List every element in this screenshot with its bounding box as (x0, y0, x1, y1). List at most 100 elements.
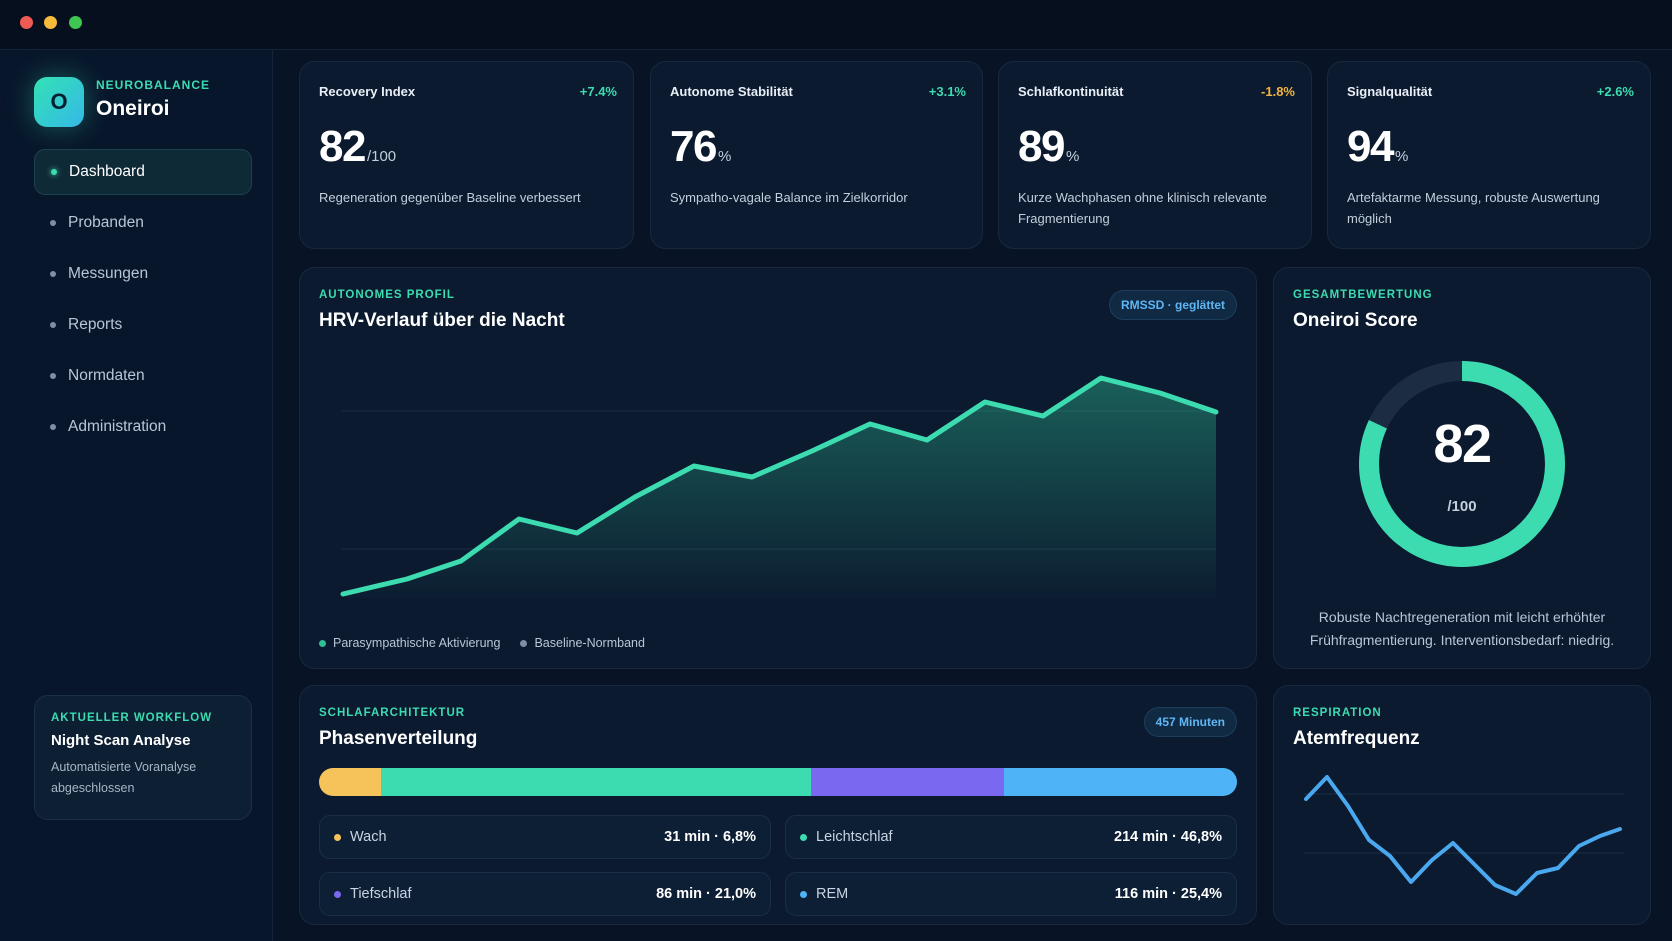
kpi-card-signalqualitaet: Signalqualität +2.6% 94% Artefaktarme Me… (1327, 61, 1651, 249)
hrv-legend: Parasympathische Aktivierung Baseline-No… (319, 636, 665, 650)
hrv-line (340, 375, 1219, 597)
score-kicker: GESAMTBEWERTUNG (1293, 289, 1433, 301)
kpi-unit: % (1394, 148, 1409, 165)
nav-item-label: Normdaten (68, 367, 145, 384)
kpi-delta: +7.4% (579, 84, 617, 99)
brand-name: Oneiroi (96, 97, 170, 120)
maximize-window-button[interactable] (69, 16, 82, 29)
nav-bullet-icon (50, 373, 56, 379)
phase-segment-leichtschlaf (381, 768, 812, 796)
close-window-button[interactable] (20, 16, 33, 29)
nav-item-messungen[interactable]: Messungen (34, 251, 252, 297)
nav-item-label: Administration (68, 418, 167, 435)
kpi-unit: /100 (366, 148, 397, 165)
nav-bullet-icon (50, 220, 56, 226)
phase-value: 116 min · 25,4% (1114, 886, 1222, 902)
kpi-card-schlafkontinuitaet: Schlafkontinuität -1.8% 89% Kurze Wachph… (998, 61, 1312, 249)
kpi-value: 76% (670, 122, 732, 171)
nav-item-normdaten[interactable]: Normdaten (34, 353, 252, 399)
phase-value: 86 min · 21,0% (656, 886, 756, 902)
kpi-value: 94% (1347, 122, 1409, 171)
brand-kicker: NEUROBALANCE (96, 78, 210, 92)
score-description: Robuste Nachtregeneration mit leicht erh… (1309, 609, 1615, 648)
kpi-delta: -1.8% (1261, 84, 1295, 99)
phase-distribution-bar (319, 768, 1237, 796)
phase-value: 214 min · 46,8% (1114, 829, 1222, 845)
kpi-title: Autonome Stabilität (670, 84, 793, 99)
hrv-kicker: AUTONOMES PROFIL (319, 289, 455, 301)
score-ring-progress (1359, 361, 1565, 567)
brand-logo: O (34, 77, 84, 127)
score-ring (1359, 361, 1565, 567)
kpi-card-autonome-stabilitaet: Autonome Stabilität +3.1% 76% Sympatho-v… (650, 61, 983, 249)
legend-item: Baseline-Normband (520, 636, 645, 650)
kpi-value: 82/100 (319, 122, 397, 171)
sleep-title: Phasenverteilung (319, 728, 478, 749)
kpi-card-recovery-index: Recovery Index +7.4% 82/100 Regeneration… (299, 61, 634, 249)
nav-bullet-icon (50, 322, 56, 328)
hrv-chart (340, 375, 1219, 598)
nav-item-administration[interactable]: Administration (34, 404, 252, 450)
nav-item-reports[interactable]: Reports (34, 302, 252, 348)
respiration-line (1304, 775, 1622, 896)
phase-label: Tiefschlaf (350, 886, 412, 902)
kpi-unit: % (717, 148, 732, 165)
phase-dot-icon (800, 890, 807, 898)
phase-value: 31 min · 6,8% (664, 829, 756, 845)
respiration-kicker: RESPIRATION (1293, 707, 1382, 719)
phase-dot-icon (334, 890, 341, 898)
phase-dot-icon (334, 833, 341, 841)
kpi-description: Regeneration gegenüber Baseline verbesse… (319, 190, 581, 205)
kpi-title: Recovery Index (319, 84, 416, 99)
hrv-area (343, 378, 1216, 598)
nav-bullet-icon (51, 169, 57, 175)
legend-dot-icon (520, 639, 528, 647)
score-unit: /100 (1447, 498, 1477, 515)
kpi-delta: +3.1% (928, 84, 966, 99)
phase-label: Leichtschlaf (816, 829, 893, 845)
minimize-window-button[interactable] (44, 16, 57, 29)
kpi-value: 89% (1018, 122, 1080, 171)
nav-bullet-icon (50, 271, 56, 277)
respiration-chart (1304, 775, 1624, 896)
legend-label: Parasympathische Aktivierung (333, 636, 501, 650)
kpi-delta: +2.6% (1596, 84, 1634, 99)
respiration-title: Atemfrequenz (1293, 728, 1420, 749)
phase-label: REM (816, 886, 849, 902)
nav-item-label: Reports (68, 316, 123, 333)
kpi-title: Schlafkontinuität (1018, 84, 1124, 99)
score-value: 82 (1433, 414, 1492, 474)
legend-item: Parasympathische Aktivierung (319, 636, 500, 650)
kpi-unit: % (1065, 148, 1080, 165)
phase-row-tiefschlaf: Tiefschlaf 86 min · 21,0% (319, 872, 771, 916)
phase-dot-icon (800, 833, 807, 841)
phase-row-leichtschlaf: Leichtschlaf 214 min · 46,8% (785, 815, 1237, 859)
phase-row-wach: Wach 31 min · 6,8% (319, 815, 771, 859)
hrv-metric-badge: RMSSD · geglättet (1108, 290, 1237, 320)
window-titlebar (0, 0, 1672, 50)
workflow-title: Night Scan Analyse (51, 732, 191, 749)
phase-row-rem: REM 116 min · 25,4% (785, 872, 1237, 916)
phase-segment-rem (1003, 768, 1237, 796)
workflow-card[interactable]: AKTUELLER WORKFLOW Night Scan Analyse Au… (34, 695, 252, 820)
score-panel: GESAMTBEWERTUNG Oneiroi Score 82 /100 Ro… (1273, 267, 1651, 669)
kpi-description: Artefaktarme Messung, robuste Auswertung… (1347, 190, 1600, 226)
sleep-architecture-panel: SCHLAFARCHITEKTUR Phasenverteilung 457 M… (299, 685, 1257, 925)
nav-item-dashboard[interactable]: Dashboard (34, 149, 252, 195)
nav-item-probanden[interactable]: Probanden (34, 200, 252, 246)
phase-segment-wach (319, 768, 382, 796)
kpi-description: Kurze Wachphasen ohne klinisch relevante… (1018, 190, 1267, 226)
workflow-description: Automatisierte Voranalyse abgeschlossen (51, 760, 197, 795)
workflow-kicker: AKTUELLER WORKFLOW (51, 712, 213, 724)
nav-item-label: Probanden (68, 214, 144, 231)
nav-bullet-icon (50, 424, 56, 430)
hrv-title: HRV-Verlauf über die Nacht (319, 310, 565, 331)
legend-label: Baseline-Normband (534, 636, 645, 650)
legend-dot-icon (319, 639, 326, 647)
respiration-panel: RESPIRATION Atemfrequenz (1273, 685, 1651, 925)
sleep-duration-badge: 457 Minuten (1143, 707, 1237, 737)
nav-item-label: Dashboard (69, 163, 145, 180)
nav-item-label: Messungen (68, 265, 149, 282)
sleep-kicker: SCHLAFARCHITEKTUR (319, 707, 466, 719)
phase-segment-tiefschlaf (811, 768, 1004, 796)
